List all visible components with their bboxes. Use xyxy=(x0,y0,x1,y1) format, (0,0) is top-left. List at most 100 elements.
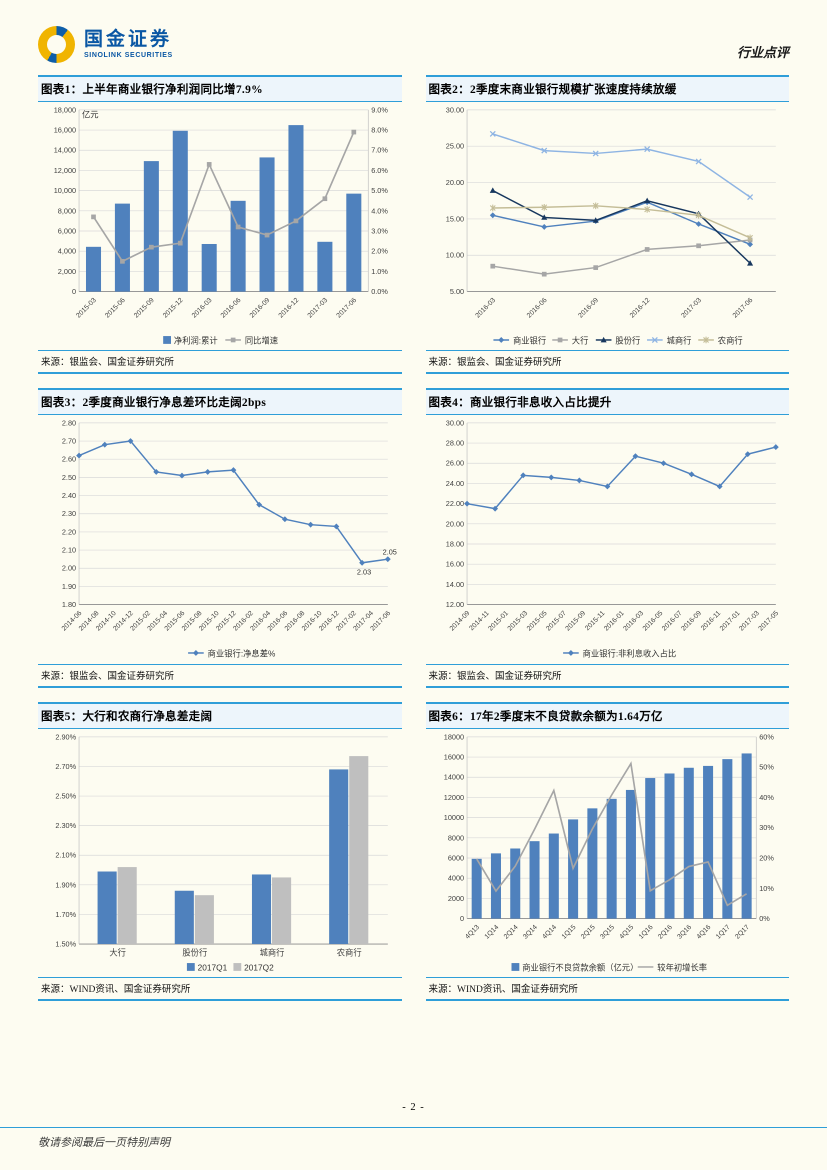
svg-text:2.0%: 2.0% xyxy=(371,247,388,256)
svg-text:2016-07: 2016-07 xyxy=(660,610,683,633)
svg-text:4.0%: 4.0% xyxy=(371,206,388,215)
svg-text:8,000: 8,000 xyxy=(58,206,76,215)
svg-text:6,000: 6,000 xyxy=(58,226,76,235)
figure-6-source: 来源：WIND资讯、国金证券研究所 xyxy=(425,976,789,1001)
svg-text:大行: 大行 xyxy=(571,335,588,345)
svg-text:1Q14: 1Q14 xyxy=(483,923,500,940)
svg-text:50%: 50% xyxy=(759,762,774,771)
figure-2-title: 图表2：2季度末商业银行规模扩张速度持续放缓 xyxy=(425,75,789,102)
svg-text:2016-09: 2016-09 xyxy=(249,297,272,320)
svg-text:2.10: 2.10 xyxy=(62,546,76,555)
svg-text:4Q14: 4Q14 xyxy=(541,923,558,940)
sinolink-logo-icon xyxy=(38,26,75,63)
figure-1-source: 来源：银监会、国金证券研究所 xyxy=(38,350,402,375)
svg-text:2017-06: 2017-06 xyxy=(335,297,358,320)
svg-text:2016-06: 2016-06 xyxy=(220,297,243,320)
svg-text:10.00: 10.00 xyxy=(445,251,463,260)
svg-text:2Q16: 2Q16 xyxy=(657,923,674,940)
svg-text:2.03: 2.03 xyxy=(357,568,371,577)
svg-text:3.0%: 3.0% xyxy=(371,226,388,235)
svg-text:2015-12: 2015-12 xyxy=(162,297,185,320)
svg-text:2016-03: 2016-03 xyxy=(474,297,497,320)
svg-text:4Q13: 4Q13 xyxy=(464,923,481,940)
svg-text:2.40: 2.40 xyxy=(62,491,76,500)
brand-name-cn: 国金证券 xyxy=(84,29,173,51)
figure-6: 图表6：17年2季度末不良贷款余额为1.64万亿 0 2000 4000 6000 80… xyxy=(425,701,789,1001)
svg-text:20%: 20% xyxy=(759,853,774,862)
svg-text:股份行: 股份行 xyxy=(182,947,207,957)
svg-text:25.00: 25.00 xyxy=(445,142,463,151)
svg-text:2015-07: 2015-07 xyxy=(545,610,568,633)
svg-text:12,000: 12,000 xyxy=(54,166,76,175)
svg-text:1Q16: 1Q16 xyxy=(637,923,654,940)
svg-text:1Q17: 1Q17 xyxy=(714,923,731,940)
figure-1-title: 图表1：上半年商业银行净利润同比增7.9% xyxy=(38,75,402,102)
svg-text:商业银行: 商业银行 xyxy=(512,335,545,345)
svg-text:60%: 60% xyxy=(759,732,774,741)
svg-text:15.00: 15.00 xyxy=(445,214,463,223)
svg-text:2Q15: 2Q15 xyxy=(579,923,596,940)
svg-text:城商行: 城商行 xyxy=(260,947,285,957)
figure-4-title: 图表4：商业银行非息收入占比提升 xyxy=(425,388,789,416)
figure-2-source: 来源：银监会、国金证券研究所 xyxy=(425,350,789,375)
svg-text:农商行: 农商行 xyxy=(337,947,362,957)
figure-2-chart: 5.00 10.00 15.00 20.00 25.00 30.00 2016-03 2016… xyxy=(445,105,776,345)
figure-5: 图表5：大行和农商行净息差走阔 1.50% 1.70% 1.90% 2.10% 2.30… xyxy=(38,701,402,1001)
svg-text:18000: 18000 xyxy=(443,732,463,741)
svg-text:2017-06: 2017-06 xyxy=(731,297,754,320)
figure-5-title: 图表5：大行和农商行净息差走阔 xyxy=(38,701,402,729)
svg-text:3Q16: 3Q16 xyxy=(676,923,693,940)
svg-text:2016-03: 2016-03 xyxy=(622,610,645,633)
svg-text:0: 0 xyxy=(72,287,76,296)
svg-text:1.70%: 1.70% xyxy=(55,909,76,918)
svg-text:商业银行:非利息收入占比: 商业银行:非利息收入占比 xyxy=(582,649,676,659)
svg-text:1.0%: 1.0% xyxy=(371,267,388,276)
svg-text:2.30: 2.30 xyxy=(62,509,76,518)
svg-text:2016-06: 2016-06 xyxy=(525,297,548,320)
svg-text:1Q15: 1Q15 xyxy=(560,923,577,940)
svg-text:2017-01: 2017-01 xyxy=(718,610,741,633)
figure-4: 图表4：商业银行非息收入占比提升 12.00 14.00 16.00 18.00 20.… xyxy=(425,388,789,688)
svg-text:2017Q1: 2017Q1 xyxy=(198,962,228,972)
svg-text:4Q16: 4Q16 xyxy=(695,923,712,940)
svg-text:4Q15: 4Q15 xyxy=(618,923,635,940)
svg-text:10000: 10000 xyxy=(443,813,463,822)
svg-text:0.0%: 0.0% xyxy=(371,287,388,296)
svg-text:2.70: 2.70 xyxy=(62,437,76,446)
svg-text:2016-05: 2016-05 xyxy=(641,610,664,633)
brand-text: 国金证券 SINOLINK SECURITIES xyxy=(84,30,173,59)
svg-text:2014-09: 2014-09 xyxy=(448,610,471,633)
svg-text:2.20: 2.20 xyxy=(62,528,76,537)
svg-text:2016-01: 2016-01 xyxy=(603,610,626,633)
figure-5-chart: 1.50% 1.70% 1.90% 2.10% 2.30% 2.50% 2.70% 2.90%… xyxy=(55,732,388,972)
svg-text:较年初增长率: 较年初增长率 xyxy=(657,962,707,972)
svg-text:1.80: 1.80 xyxy=(62,600,76,609)
svg-text:5.00: 5.00 xyxy=(449,287,463,296)
svg-text:1.50%: 1.50% xyxy=(55,939,76,948)
svg-text:28.00: 28.00 xyxy=(445,439,463,448)
svg-text:2017-03: 2017-03 xyxy=(680,297,703,320)
svg-text:10,000: 10,000 xyxy=(54,186,76,195)
svg-text:20.00: 20.00 xyxy=(445,178,463,187)
svg-text:1.90: 1.90 xyxy=(62,582,76,591)
svg-text:2.80: 2.80 xyxy=(62,419,76,428)
svg-text:2017-03: 2017-03 xyxy=(738,610,761,633)
brand-name-en: SINOLINK SECURITIES xyxy=(84,51,173,59)
svg-text:3Q15: 3Q15 xyxy=(599,923,616,940)
svg-text:4,000: 4,000 xyxy=(58,247,76,256)
svg-text:2.70%: 2.70% xyxy=(55,761,76,770)
svg-text:12000: 12000 xyxy=(443,792,463,801)
svg-text:2Q17: 2Q17 xyxy=(734,923,751,940)
svg-text:16,000: 16,000 xyxy=(54,125,76,134)
svg-text:2016-09: 2016-09 xyxy=(680,610,703,633)
svg-text:0: 0 xyxy=(460,914,464,923)
svg-text:农商行: 农商行 xyxy=(717,335,742,345)
figure-5-source: 来源：WIND资讯、国金证券研究所 xyxy=(38,976,402,1001)
svg-text:7.0%: 7.0% xyxy=(371,146,388,155)
svg-text:亿元: 亿元 xyxy=(82,110,99,120)
svg-text:30.00: 30.00 xyxy=(445,419,463,428)
svg-text:22.00: 22.00 xyxy=(445,499,463,508)
svg-text:14.00: 14.00 xyxy=(445,580,463,589)
svg-text:9.0%: 9.0% xyxy=(371,105,388,114)
svg-text:30%: 30% xyxy=(759,823,774,832)
